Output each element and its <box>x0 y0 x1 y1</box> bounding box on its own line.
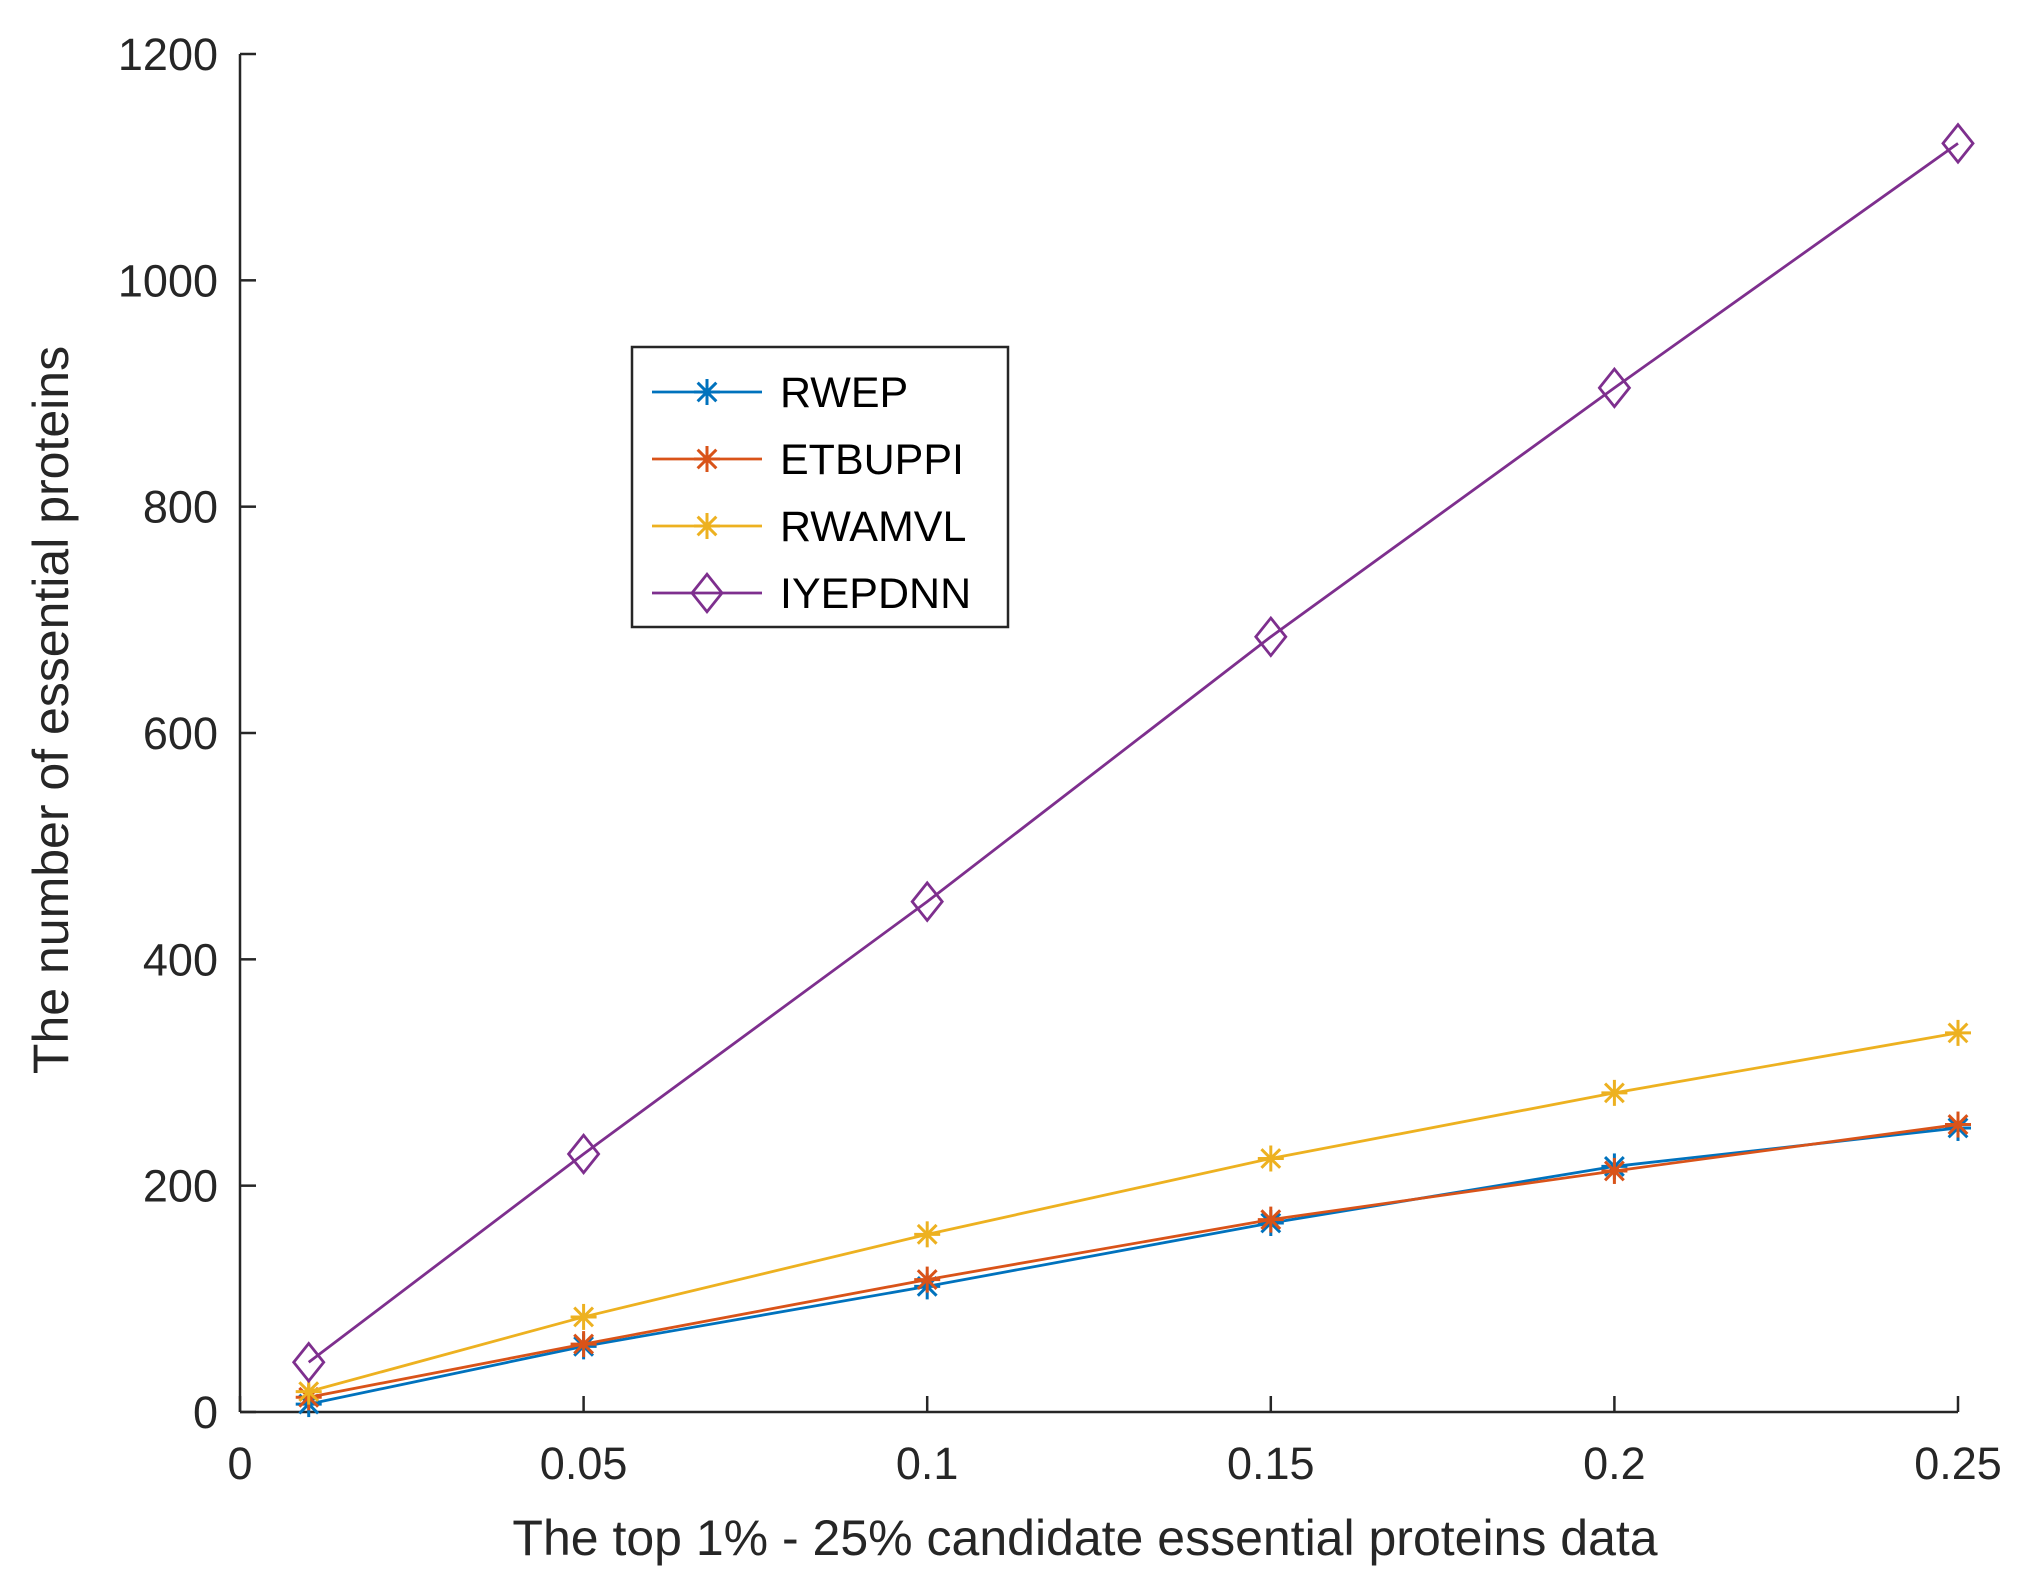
y-tick-label: 0 <box>193 1387 218 1438</box>
data-point-iyepdnn <box>1597 366 1632 409</box>
data-point-etbuppi <box>570 1331 597 1358</box>
axes: 0 0.05 0.1 0.15 0.2 0.25 0 200 400 600 800 1000 1200 <box>118 29 2002 1489</box>
data-point-rwamvl <box>1945 1019 1971 1046</box>
legend: RWEP ETBUPPI RWAMVL IYEPDNN <box>630 345 1010 629</box>
legend-item-iyepdnn: IYEPDNN <box>652 570 971 618</box>
x-tick-label: 0.2 <box>1583 1438 1646 1489</box>
series-line-rwamvl <box>308 1031 1959 1393</box>
legend-marker-rwep <box>694 379 720 405</box>
data-point-etbuppi <box>914 1266 941 1293</box>
legend-marker-iyepdnn <box>690 572 724 614</box>
data-point-rwamvl <box>1601 1079 1628 1106</box>
series-line-iyepdnn <box>307 142 1959 1364</box>
data-point-iyepdnn <box>910 880 944 923</box>
x-tick-label: 0 <box>227 1438 252 1489</box>
series-iyepdnn <box>291 122 1975 1384</box>
series-line-rwep <box>308 1126 1959 1406</box>
series-rwamvl <box>295 1019 1971 1405</box>
y-tick-label: 800 <box>143 482 218 533</box>
legend-label-iyepdnn: IYEPDNN <box>780 570 971 618</box>
legend-marker-rwamvl <box>694 513 720 539</box>
y-tick-label: 200 <box>143 1161 218 1212</box>
data-point-iyepdnn <box>1254 615 1288 658</box>
legend-marker-etbuppi <box>694 446 720 472</box>
data-point-rwamvl <box>914 1221 941 1248</box>
series-rwep <box>295 1114 1971 1418</box>
x-tick-label: 0.25 <box>1914 1438 2002 1489</box>
legend-label-rwamvl: RWAMVL <box>780 503 966 551</box>
series-layer <box>291 122 1975 1418</box>
series-line-etbuppi <box>308 1123 1959 1399</box>
x-tick-label: 0.05 <box>540 1438 628 1489</box>
legend-label-rwep: RWEP <box>780 369 908 417</box>
data-point-iyepdnn <box>566 1132 601 1175</box>
data-point-iyepdnn <box>1941 122 1975 165</box>
data-point-etbuppi <box>1257 1206 1284 1233</box>
legend-item-rwep: RWEP <box>652 369 908 417</box>
legend-box <box>630 345 1010 629</box>
data-point-rwamvl <box>1257 1145 1284 1172</box>
y-tick-label: 1000 <box>118 255 218 306</box>
y-tick-label: 1200 <box>118 29 218 80</box>
x-axis-title: The top 1% - 25% candidate essential pro… <box>512 1510 1657 1566</box>
data-point-etbuppi <box>1601 1157 1628 1184</box>
y-tick-label: 600 <box>143 708 218 759</box>
legend-item-etbuppi: ETBUPPI <box>652 436 964 484</box>
legend-item-rwamvl: RWAMVL <box>652 503 966 551</box>
data-point-etbuppi <box>1945 1111 1971 1138</box>
data-point-rwamvl <box>570 1303 597 1330</box>
x-tick-label: 0.15 <box>1227 1438 1315 1489</box>
legend-label-etbuppi: ETBUPPI <box>780 436 964 484</box>
data-point-iyepdnn <box>291 1341 326 1384</box>
y-tick-label: 400 <box>143 934 218 985</box>
y-axis-title: The number of essential proteins <box>23 346 79 1074</box>
x-tick-label: 0.1 <box>896 1438 959 1489</box>
series-etbuppi <box>295 1111 1971 1411</box>
